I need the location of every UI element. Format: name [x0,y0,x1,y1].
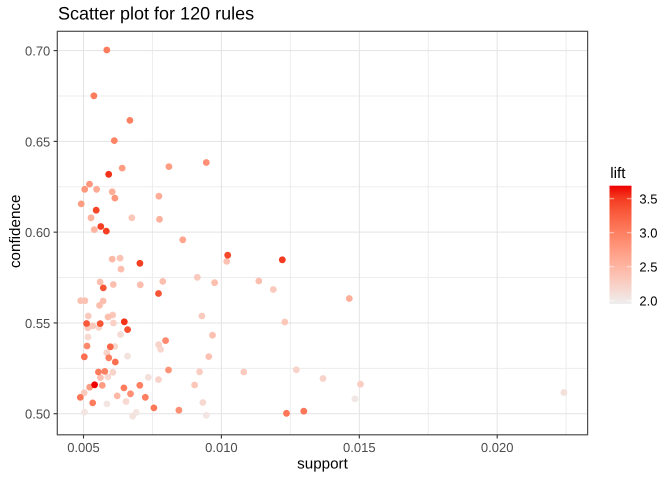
svg-text:0.010: 0.010 [205,440,238,455]
svg-text:0.005: 0.005 [67,440,100,455]
svg-text:0.65: 0.65 [25,134,50,149]
svg-text:2.0: 2.0 [639,294,657,309]
svg-text:Scatter plot for 120 rules: Scatter plot for 120 rules [58,4,254,24]
svg-text:lift: lift [610,165,626,182]
svg-text:confidence: confidence [7,195,24,268]
svg-text:3.5: 3.5 [639,192,657,207]
svg-text:0.70: 0.70 [25,44,50,59]
svg-text:0.015: 0.015 [343,440,376,455]
svg-text:0.55: 0.55 [25,316,50,331]
svg-text:3.0: 3.0 [639,226,657,241]
svg-text:support: support [297,455,348,472]
svg-text:0.020: 0.020 [481,440,514,455]
svg-text:0.50: 0.50 [25,407,50,422]
svg-text:0.60: 0.60 [25,225,50,240]
svg-text:2.5: 2.5 [639,260,657,275]
